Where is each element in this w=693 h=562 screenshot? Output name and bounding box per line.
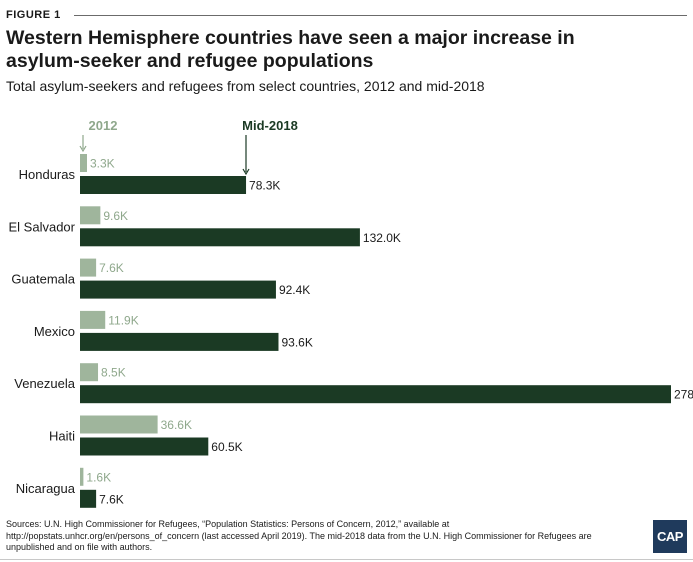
category-label-mexico: Mexico bbox=[34, 324, 75, 339]
figure-label: FIGURE 1 bbox=[6, 9, 61, 21]
legend-arrowhead-mid-2018 bbox=[242, 168, 250, 176]
bar-2012-guatemala bbox=[80, 258, 97, 277]
value-label-2018-venezuela: 278.7K bbox=[674, 388, 693, 402]
bar-2012-venezuela bbox=[80, 363, 99, 382]
bar-2012-mexico bbox=[80, 310, 106, 329]
cap-logo: CAP bbox=[653, 520, 687, 553]
chart-subtitle: Total asylum-seekers and refugees from s… bbox=[6, 78, 485, 94]
category-label-guatemala: Guatemala bbox=[11, 272, 75, 287]
value-label-2018-honduras: 78.3K bbox=[249, 179, 280, 193]
value-label-2018-haiti: 60.5K bbox=[211, 440, 242, 454]
bar-2012-el-salvador bbox=[80, 206, 101, 225]
bar-2018-mexico bbox=[80, 332, 279, 351]
bar-2018-guatemala bbox=[80, 280, 276, 299]
value-label-2012-guatemala: 7.6K bbox=[99, 261, 124, 275]
chart-title: Western Hemisphere countries have seen a… bbox=[6, 27, 575, 72]
bar-2018-venezuela bbox=[80, 385, 671, 404]
bar-chart: Honduras 3.3K 78.3K El Salvador 9.6K 132.0K Gu… bbox=[9, 118, 693, 508]
top-rule bbox=[74, 15, 687, 16]
legend-label-2012: 2012 bbox=[89, 118, 118, 133]
bar-2018-nicaragua bbox=[80, 489, 97, 508]
bar-2018-el-salvador bbox=[80, 228, 360, 247]
value-label-2012-el-salvador: 9.6K bbox=[103, 209, 128, 223]
value-label-2018-nicaragua: 7.6K bbox=[99, 492, 124, 506]
bar-2018-honduras bbox=[80, 176, 247, 194]
legend-arrowhead-2012 bbox=[79, 145, 87, 153]
category-label-nicaragua: Nicaragua bbox=[16, 481, 76, 496]
value-label-2018-guatemala: 92.4K bbox=[279, 283, 310, 297]
value-label-2012-nicaragua: 1.6K bbox=[86, 470, 111, 484]
bar-2012-honduras bbox=[80, 154, 87, 172]
bar-2012-haiti bbox=[80, 415, 158, 434]
value-label-2018-mexico: 93.6K bbox=[281, 335, 312, 349]
category-label-honduras: Honduras bbox=[19, 167, 76, 182]
bottom-rule bbox=[0, 559, 693, 560]
legend-label-mid-2018: Mid-2018 bbox=[242, 118, 298, 133]
value-label-2012-haiti: 36.6K bbox=[161, 418, 192, 432]
bar-2012-nicaragua bbox=[80, 467, 84, 486]
bar-2018-haiti bbox=[80, 437, 209, 456]
value-label-2018-el-salvador: 132.0K bbox=[363, 231, 401, 245]
value-label-2012-honduras: 3.3K bbox=[90, 157, 115, 171]
value-label-2012-mexico: 11.9K bbox=[108, 313, 138, 327]
category-label-haiti: Haiti bbox=[49, 429, 75, 444]
sources-note: Sources: U.N. High Commissioner for Refu… bbox=[6, 519, 592, 552]
value-label-2012-venezuela: 8.5K bbox=[101, 366, 126, 380]
category-label-venezuela: Venezuela bbox=[14, 376, 75, 391]
category-label-el-salvador: El Salvador bbox=[9, 219, 76, 234]
